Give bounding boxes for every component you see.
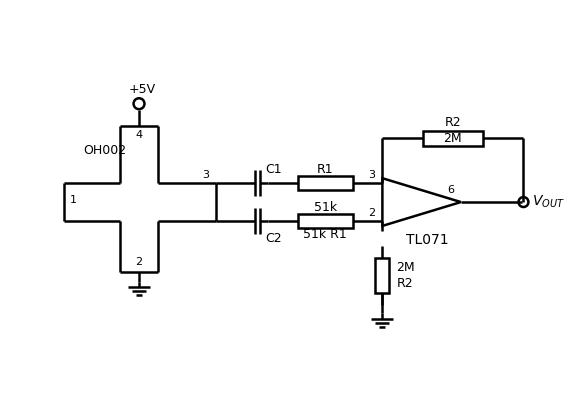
Bar	[298, 176, 353, 190]
Text: 51k: 51k	[314, 200, 337, 213]
Text: 1: 1	[69, 195, 77, 205]
Text: 3: 3	[369, 170, 376, 180]
Text: TL071: TL071	[406, 233, 449, 247]
Text: 2M: 2M	[397, 261, 415, 274]
Text: 3: 3	[203, 170, 210, 180]
Text: +5V: +5V	[128, 83, 155, 96]
Text: R2: R2	[444, 116, 461, 129]
Text: R2: R2	[397, 277, 413, 290]
Text: 51k R1: 51k R1	[304, 228, 347, 241]
Text: C1: C1	[265, 163, 281, 176]
Text: 4: 4	[135, 131, 142, 141]
Text: OH002: OH002	[84, 144, 127, 157]
Text: 2: 2	[135, 257, 142, 267]
Text: 6: 6	[447, 185, 454, 195]
Bar	[298, 214, 353, 228]
Bar	[376, 258, 390, 293]
Text: $V_{OUT}$: $V_{OUT}$	[533, 194, 565, 210]
Text: 2: 2	[369, 208, 376, 218]
Text: 2M: 2M	[444, 132, 463, 145]
Bar	[423, 131, 483, 146]
Text: R1: R1	[317, 163, 333, 176]
Text: C2: C2	[265, 232, 281, 245]
